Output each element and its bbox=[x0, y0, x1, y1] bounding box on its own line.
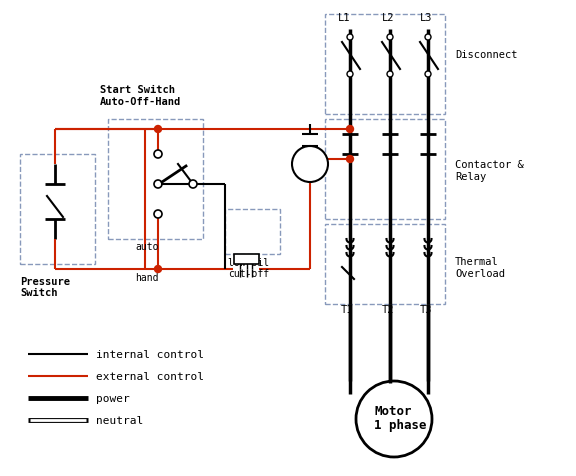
Text: Pressure: Pressure bbox=[20, 277, 70, 287]
Text: internal control: internal control bbox=[96, 349, 204, 359]
Text: Auto-Off-Hand: Auto-Off-Hand bbox=[100, 97, 181, 107]
Circle shape bbox=[387, 35, 393, 41]
Text: L3: L3 bbox=[420, 13, 433, 23]
Circle shape bbox=[154, 126, 161, 133]
Text: L1: L1 bbox=[338, 13, 351, 23]
Bar bbox=[234, 255, 259, 265]
Text: low oil: low oil bbox=[228, 258, 269, 268]
Circle shape bbox=[292, 147, 328, 183]
Text: T2: T2 bbox=[382, 304, 395, 314]
Circle shape bbox=[347, 35, 353, 41]
Text: Thermal: Thermal bbox=[455, 257, 499, 267]
Text: cut-off: cut-off bbox=[228, 268, 269, 278]
Circle shape bbox=[347, 72, 353, 78]
Circle shape bbox=[425, 35, 431, 41]
Text: T1: T1 bbox=[341, 304, 354, 314]
Circle shape bbox=[425, 72, 431, 78]
Text: 1 phase: 1 phase bbox=[374, 418, 426, 432]
Text: Disconnect: Disconnect bbox=[455, 50, 517, 60]
Circle shape bbox=[189, 180, 197, 188]
Text: power: power bbox=[96, 393, 130, 403]
Text: Start Switch: Start Switch bbox=[100, 85, 175, 95]
Text: auto: auto bbox=[135, 241, 158, 251]
Text: L2: L2 bbox=[382, 13, 395, 23]
Circle shape bbox=[154, 151, 162, 159]
Circle shape bbox=[347, 126, 354, 133]
Text: Switch: Switch bbox=[20, 288, 58, 298]
Circle shape bbox=[356, 381, 432, 457]
Circle shape bbox=[387, 72, 393, 78]
Text: Motor: Motor bbox=[374, 405, 411, 417]
Text: T3: T3 bbox=[420, 304, 433, 314]
Text: Overload: Overload bbox=[455, 268, 505, 278]
Text: Contactor &: Contactor & bbox=[455, 159, 524, 169]
Text: external control: external control bbox=[96, 371, 204, 381]
Text: hand: hand bbox=[135, 272, 158, 282]
Text: Relay: Relay bbox=[455, 172, 486, 182]
Circle shape bbox=[154, 266, 161, 273]
Circle shape bbox=[154, 180, 162, 188]
Circle shape bbox=[154, 210, 162, 218]
Text: neutral: neutral bbox=[96, 415, 143, 425]
Circle shape bbox=[347, 156, 354, 163]
